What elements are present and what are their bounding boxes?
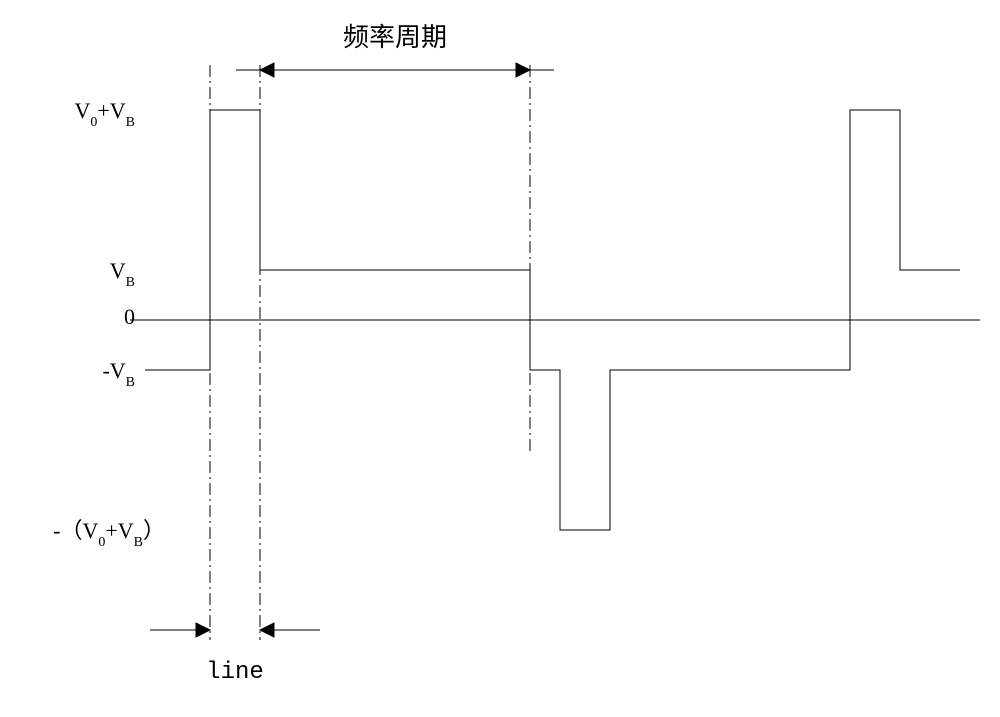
period-label: 频率周期 xyxy=(343,23,447,52)
line-width-label: line xyxy=(206,659,264,686)
label-neg-vb: -VB xyxy=(102,358,135,390)
label-zero: 0 xyxy=(124,304,135,329)
label-pos-vb: VB xyxy=(110,258,135,290)
label-neg-sum: -（V0+VB） xyxy=(53,518,165,550)
label-pos-sum: V0+VB xyxy=(74,98,135,130)
